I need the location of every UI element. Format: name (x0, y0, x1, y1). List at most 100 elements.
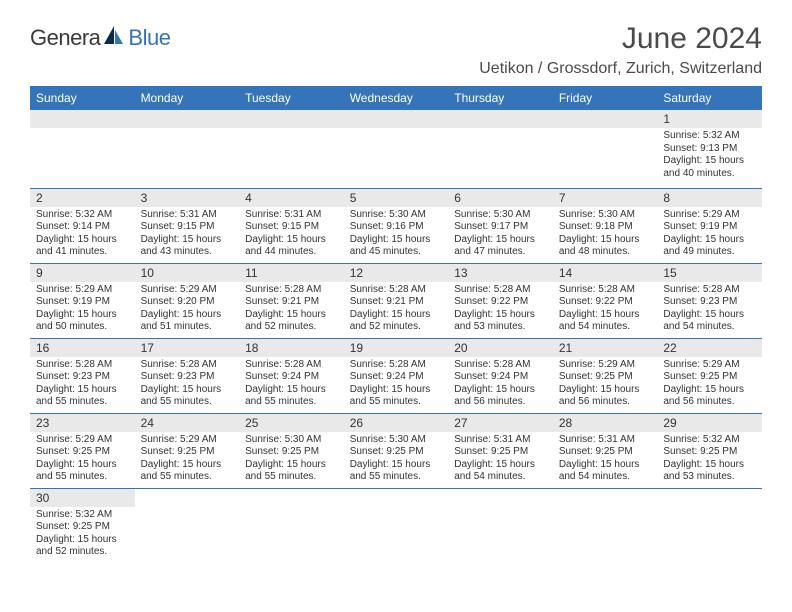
day-number: 29 (657, 414, 762, 432)
calendar-day-cell: 2Sunrise: 5:32 AMSunset: 9:14 PMDaylight… (30, 188, 135, 263)
calendar-week-row: 30Sunrise: 5:32 AMSunset: 9:25 PMDayligh… (30, 488, 762, 563)
calendar-day-cell: 3Sunrise: 5:31 AMSunset: 9:15 PMDaylight… (135, 188, 240, 263)
day-info: Sunrise: 5:28 AMSunset: 9:23 PMDaylight:… (135, 357, 240, 412)
day-info: Sunrise: 5:28 AMSunset: 9:23 PMDaylight:… (657, 282, 762, 337)
calendar-day-cell: 19Sunrise: 5:28 AMSunset: 9:24 PMDayligh… (344, 338, 449, 413)
day-number: 16 (30, 339, 135, 357)
day-number: 26 (344, 414, 449, 432)
daylight-line-1: Daylight: 15 hours (141, 309, 234, 322)
daylight-line-2: and 55 minutes. (36, 396, 129, 409)
daylight-line-2: and 53 minutes. (663, 471, 756, 484)
sunset-line: Sunset: 9:15 PM (141, 221, 234, 234)
sunrise-line: Sunrise: 5:31 AM (454, 434, 547, 447)
day-number: 15 (657, 264, 762, 282)
sunset-line: Sunset: 9:21 PM (350, 296, 443, 309)
calendar-day-cell: 23Sunrise: 5:29 AMSunset: 9:25 PMDayligh… (30, 413, 135, 488)
daylight-line-1: Daylight: 15 hours (663, 384, 756, 397)
day-number: 18 (239, 339, 344, 357)
daylight-line-1: Daylight: 15 hours (245, 234, 338, 247)
daylight-line-1: Daylight: 15 hours (350, 234, 443, 247)
day-number: 12 (344, 264, 449, 282)
calendar-day-cell (135, 488, 240, 563)
daylight-line-1: Daylight: 15 hours (36, 234, 129, 247)
day-info: Sunrise: 5:31 AMSunset: 9:15 PMDaylight:… (135, 207, 240, 262)
daylight-line-2: and 54 minutes. (559, 471, 652, 484)
calendar-day-cell: 20Sunrise: 5:28 AMSunset: 9:24 PMDayligh… (448, 338, 553, 413)
calendar-day-cell (344, 488, 449, 563)
daylight-line-2: and 55 minutes. (245, 471, 338, 484)
day-info: Sunrise: 5:29 AMSunset: 9:25 PMDaylight:… (135, 432, 240, 487)
daylight-line-1: Daylight: 15 hours (141, 384, 234, 397)
daylight-line-1: Daylight: 15 hours (36, 309, 129, 322)
sunset-line: Sunset: 9:25 PM (245, 446, 338, 459)
daylight-line-1: Daylight: 15 hours (36, 534, 129, 547)
daylight-line-1: Daylight: 15 hours (559, 459, 652, 472)
daylight-line-1: Daylight: 15 hours (663, 309, 756, 322)
calendar-day-cell: 22Sunrise: 5:29 AMSunset: 9:25 PMDayligh… (657, 338, 762, 413)
day-number: 17 (135, 339, 240, 357)
sunset-line: Sunset: 9:25 PM (559, 446, 652, 459)
calendar-day-cell: 18Sunrise: 5:28 AMSunset: 9:24 PMDayligh… (239, 338, 344, 413)
day-info: Sunrise: 5:29 AMSunset: 9:25 PMDaylight:… (553, 357, 658, 412)
sunset-line: Sunset: 9:24 PM (350, 371, 443, 384)
calendar-day-cell: 27Sunrise: 5:31 AMSunset: 9:25 PMDayligh… (448, 413, 553, 488)
day-info: Sunrise: 5:28 AMSunset: 9:24 PMDaylight:… (239, 357, 344, 412)
calendar-week-row: 2Sunrise: 5:32 AMSunset: 9:14 PMDaylight… (30, 188, 762, 263)
brand-logo: Genera Blue (30, 24, 170, 51)
day-info: Sunrise: 5:31 AMSunset: 9:15 PMDaylight:… (239, 207, 344, 262)
calendar-day-cell: 5Sunrise: 5:30 AMSunset: 9:16 PMDaylight… (344, 188, 449, 263)
sunset-line: Sunset: 9:20 PM (141, 296, 234, 309)
sunrise-line: Sunrise: 5:30 AM (245, 434, 338, 447)
calendar-day-cell (448, 110, 553, 188)
calendar-day-cell: 24Sunrise: 5:29 AMSunset: 9:25 PMDayligh… (135, 413, 240, 488)
weekday-header: Friday (553, 86, 658, 110)
daylight-line-1: Daylight: 15 hours (36, 459, 129, 472)
sunset-line: Sunset: 9:13 PM (663, 143, 756, 156)
sunset-line: Sunset: 9:25 PM (36, 446, 129, 459)
calendar-day-cell (657, 488, 762, 563)
daylight-line-1: Daylight: 15 hours (36, 384, 129, 397)
sunset-line: Sunset: 9:23 PM (141, 371, 234, 384)
day-number: 10 (135, 264, 240, 282)
day-number: 5 (344, 189, 449, 207)
daylight-line-2: and 54 minutes. (559, 321, 652, 334)
brand-part1: Genera (30, 25, 100, 51)
daylight-line-1: Daylight: 15 hours (454, 234, 547, 247)
day-number: 11 (239, 264, 344, 282)
daylight-line-2: and 55 minutes. (350, 396, 443, 409)
sunrise-line: Sunrise: 5:29 AM (663, 209, 756, 222)
sunrise-line: Sunrise: 5:28 AM (559, 284, 652, 297)
day-number: 22 (657, 339, 762, 357)
day-info: Sunrise: 5:30 AMSunset: 9:17 PMDaylight:… (448, 207, 553, 262)
day-info: Sunrise: 5:29 AMSunset: 9:25 PMDaylight:… (30, 432, 135, 487)
calendar-week-row: 16Sunrise: 5:28 AMSunset: 9:23 PMDayligh… (30, 338, 762, 413)
sunset-line: Sunset: 9:25 PM (350, 446, 443, 459)
daylight-line-2: and 53 minutes. (454, 321, 547, 334)
calendar-day-cell: 28Sunrise: 5:31 AMSunset: 9:25 PMDayligh… (553, 413, 658, 488)
calendar-day-cell (30, 110, 135, 188)
sunrise-line: Sunrise: 5:31 AM (559, 434, 652, 447)
calendar-week-row: 23Sunrise: 5:29 AMSunset: 9:25 PMDayligh… (30, 413, 762, 488)
daylight-line-2: and 45 minutes. (350, 246, 443, 259)
calendar-week-row: 9Sunrise: 5:29 AMSunset: 9:19 PMDaylight… (30, 263, 762, 338)
day-number: 27 (448, 414, 553, 432)
daylight-line-1: Daylight: 15 hours (350, 459, 443, 472)
day-info: Sunrise: 5:28 AMSunset: 9:24 PMDaylight:… (344, 357, 449, 412)
daylight-line-2: and 51 minutes. (141, 321, 234, 334)
sunrise-line: Sunrise: 5:30 AM (559, 209, 652, 222)
sunrise-line: Sunrise: 5:28 AM (454, 284, 547, 297)
sunset-line: Sunset: 9:17 PM (454, 221, 547, 234)
day-info: Sunrise: 5:28 AMSunset: 9:23 PMDaylight:… (30, 357, 135, 412)
daylight-line-1: Daylight: 15 hours (350, 309, 443, 322)
location-text: Uetikon / Grossdorf, Zurich, Switzerland (479, 60, 762, 78)
calendar-day-cell (239, 110, 344, 188)
calendar-day-cell: 7Sunrise: 5:30 AMSunset: 9:18 PMDaylight… (553, 188, 658, 263)
day-number: 9 (30, 264, 135, 282)
daylight-line-1: Daylight: 15 hours (141, 459, 234, 472)
day-number: 20 (448, 339, 553, 357)
sunrise-line: Sunrise: 5:30 AM (350, 434, 443, 447)
sunrise-line: Sunrise: 5:29 AM (663, 359, 756, 372)
sunrise-line: Sunrise: 5:32 AM (36, 509, 129, 522)
sunset-line: Sunset: 9:24 PM (245, 371, 338, 384)
daylight-line-2: and 55 minutes. (350, 471, 443, 484)
